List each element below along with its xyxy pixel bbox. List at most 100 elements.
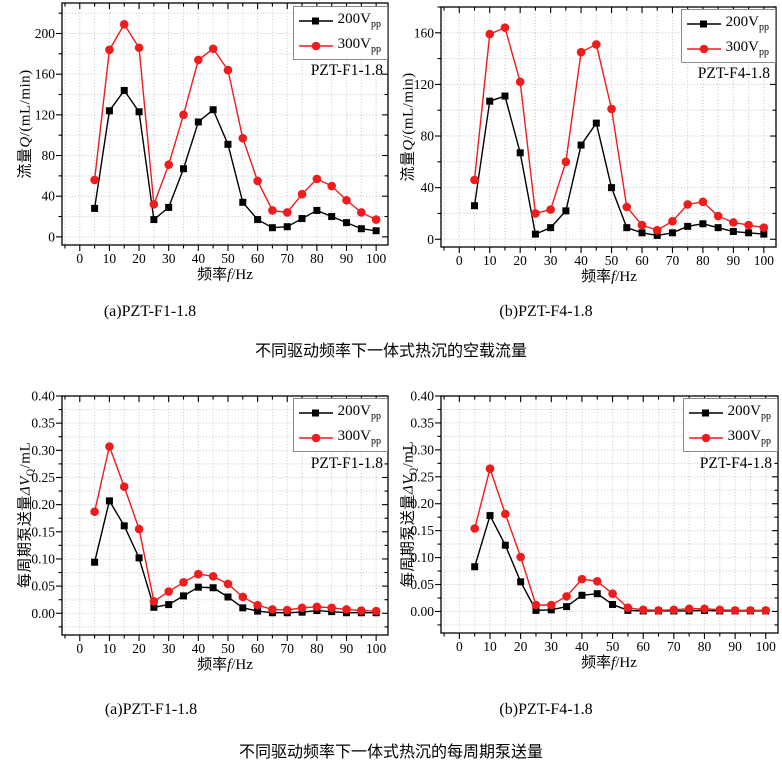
svg-text:100: 100 (366, 641, 387, 656)
legend-key-square-icon (688, 407, 723, 419)
svg-text:50: 50 (221, 251, 235, 266)
legend-box: 200Vpp 300Vpp (680, 9, 776, 63)
svg-text:20: 20 (132, 641, 146, 656)
figure-caption-volume: 不同驱动频率下一体式热沉的每周期泵送量 (238, 744, 544, 761)
legend-item-200vpp: 200Vpp (686, 11, 769, 36)
svg-text:60: 60 (636, 639, 650, 654)
legend-label: 300Vpp (725, 39, 769, 58)
svg-text:0.20: 0.20 (31, 497, 55, 512)
tick-labels: 0 10 20 30 40 50 60 70 80 90 100 0.00 0.05 0.10 0.15 0.… (31, 389, 386, 657)
svg-text:100: 100 (756, 639, 777, 654)
x-axis-label-symbol: f (227, 657, 232, 673)
legend-key-circle-icon (298, 432, 333, 444)
y-axis-label-unit: /mL (17, 441, 34, 469)
series-200vpp (471, 92, 768, 239)
svg-text:80: 80 (696, 253, 710, 268)
y-axis-label: 每周期泵送量ΔVQ/mL (14, 442, 37, 588)
chart-canvas: 0 10 20 30 40 50 60 70 80 90 100 0.00 0.05 0.10 0.15 0.… (410, 389, 779, 655)
chart-panel-volume-pzt-f1: 0 10 20 30 40 50 60 70 80 90 100 0.00 0.05 0.10 0.15 0.… (0, 380, 391, 680)
svg-text:0.00: 0.00 (410, 604, 434, 619)
svg-text:70: 70 (280, 641, 294, 656)
svg-text:30: 30 (544, 253, 558, 268)
y-axis-label-delta: Δ (400, 484, 417, 495)
y-axis-label-symbol: V (400, 475, 417, 485)
svg-text:40: 40 (575, 639, 589, 654)
annotation-pump-model: PZT-F4-1.8 (699, 455, 772, 472)
svg-text:40: 40 (192, 641, 206, 656)
svg-text:70: 70 (280, 251, 294, 266)
svg-text:40: 40 (574, 253, 588, 268)
svg-text:40: 40 (421, 180, 435, 195)
plot-area-flow-pzt-f1: 0 10 20 30 40 50 60 70 80 90 100 0 40 80 120 160 200 (0, 0, 391, 295)
svg-text:0.05: 0.05 (31, 579, 55, 594)
svg-text:50: 50 (606, 639, 620, 654)
svg-text:100: 100 (754, 253, 775, 268)
y-axis-label-delta: Δ (17, 485, 34, 496)
svg-text:100: 100 (366, 251, 387, 266)
plot-area-volume-pzt-f1: 0 10 20 30 40 50 60 70 80 90 100 0.00 0.05 0.10 0.15 0.… (0, 380, 391, 680)
svg-text:0.00: 0.00 (31, 606, 55, 621)
svg-text:90: 90 (340, 251, 354, 266)
svg-text:0.40: 0.40 (410, 389, 434, 404)
x-axis-label-cn: 频率 (197, 267, 228, 283)
svg-text:10: 10 (483, 253, 497, 268)
legend-key-circle-icon (686, 43, 721, 55)
chart-canvas: 0 10 20 30 40 50 60 70 80 90 100 0 40 80 120 160 200 (35, 2, 389, 266)
series-300vpp (470, 464, 771, 615)
legend-label: 300Vpp (337, 428, 381, 447)
series-200vpp (91, 86, 380, 235)
y-axis-label-cn: 每周期泵送量 (17, 495, 34, 589)
x-axis-label-cn: 频率 (197, 657, 228, 673)
x-axis-label: 频率f/Hz (197, 653, 253, 674)
x-axis-label-cn: 频率 (581, 655, 612, 671)
x-axis-label-unit: /Hz (231, 267, 253, 283)
svg-text:80: 80 (421, 129, 435, 144)
legend-item-300vpp: 300Vpp (298, 425, 381, 450)
x-axis-label: 频率f/Hz (581, 265, 637, 286)
svg-text:0: 0 (456, 253, 463, 268)
legend-box: 200Vpp 300Vpp (682, 398, 778, 452)
svg-text:20: 20 (513, 253, 527, 268)
svg-text:60: 60 (635, 253, 649, 268)
svg-text:0.10: 0.10 (31, 551, 55, 566)
subcaption-a-top: (a)PZT-F1-1.8 (103, 303, 197, 320)
svg-text:40: 40 (42, 189, 56, 204)
chart-panel-flow-pzt-f1: 0 10 20 30 40 50 60 70 80 90 100 0 40 80 120 160 200 流量Q… (0, 0, 391, 295)
subcaption-b-bottom: (b)PZT-F4-1.8 (499, 701, 593, 718)
svg-text:10: 10 (483, 639, 497, 654)
x-axis-label-unit: /Hz (231, 657, 253, 673)
annotation-pump-model: PZT-F1-1.8 (310, 62, 383, 79)
legend-label: 200Vpp (727, 403, 771, 422)
y-axis-label-cn: 每周期泵送量 (400, 494, 417, 588)
svg-text:0: 0 (76, 251, 83, 266)
svg-text:20: 20 (514, 639, 528, 654)
y-axis-label-symbol: Q (400, 139, 417, 151)
figure-caption-flow: 不同驱动频率下一体式热沉的空载流量 (254, 343, 528, 360)
svg-text:80: 80 (310, 641, 324, 656)
x-axis-label-cn: 频率 (581, 269, 612, 285)
svg-text:0.20: 0.20 (410, 496, 434, 511)
svg-text:70: 70 (667, 639, 681, 654)
svg-text:70: 70 (666, 253, 680, 268)
chart-panel-flow-pzt-f4: 0 10 20 30 40 50 60 70 80 90 100 0 40 80 120 160 流量Q/(m… (391, 0, 782, 295)
legend-label: 200Vpp (337, 11, 381, 30)
svg-text:0.15: 0.15 (31, 524, 55, 539)
y-axis-label-symbol: V (17, 476, 34, 486)
y-axis-label-subscript: Q (408, 467, 420, 476)
y-axis-label-subscript: Q (25, 468, 37, 477)
y-axis-label-unit: /(mL/min) (17, 69, 34, 137)
legend-item-300vpp: 300Vpp (686, 36, 769, 61)
tick-labels: 0 10 20 30 40 50 60 70 80 90 100 0.00 0.05 0.10 0.15 0.… (410, 389, 776, 655)
legend-item-200vpp: 200Vpp (298, 8, 381, 33)
x-axis-label-symbol: f (611, 269, 616, 285)
legend-key-square-icon (298, 407, 333, 419)
svg-text:20: 20 (132, 251, 146, 266)
series-200vpp (471, 512, 770, 615)
svg-text:160: 160 (35, 67, 56, 82)
svg-text:200: 200 (35, 26, 56, 41)
x-axis-label: 频率f/Hz (197, 263, 253, 284)
svg-text:30: 30 (162, 641, 176, 656)
svg-text:0.35: 0.35 (31, 416, 55, 431)
svg-text:10: 10 (103, 641, 117, 656)
